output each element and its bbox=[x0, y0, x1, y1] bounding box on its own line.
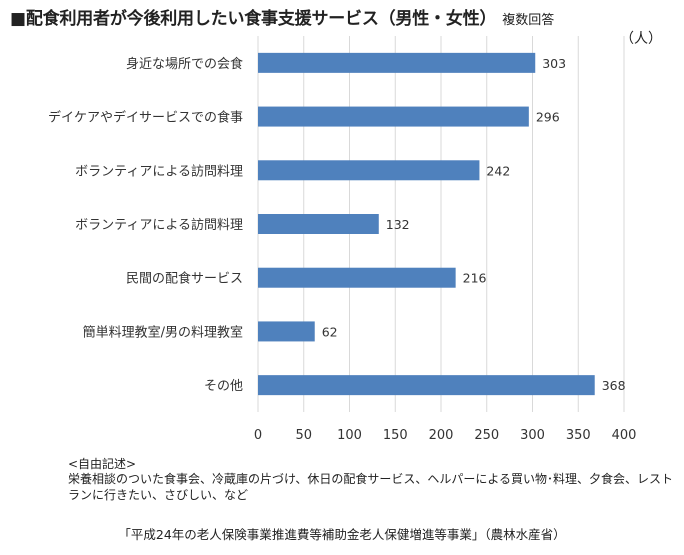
unit-label: （人） bbox=[620, 31, 662, 47]
chart-title: ■配食利用者が今後利用したい食事支援サービス（男性・女性） bbox=[10, 9, 497, 29]
data-label: 303 bbox=[542, 56, 566, 71]
data-label: 132 bbox=[386, 217, 410, 232]
x-tick-label: 150 bbox=[383, 428, 408, 443]
data-label: 368 bbox=[602, 378, 626, 393]
source-note: 「平成24年の老人保険事業推進費等補助金老人保健増進等事業」（農林水産省） bbox=[118, 527, 566, 542]
data-label: 62 bbox=[322, 324, 338, 339]
category-label: 民間の配食サービス bbox=[126, 271, 243, 287]
x-tick-label: 400 bbox=[612, 428, 637, 443]
data-label: 242 bbox=[486, 163, 510, 178]
bar bbox=[258, 267, 456, 288]
x-tick-label: 50 bbox=[295, 428, 312, 443]
x-tick-label: 0 bbox=[254, 428, 262, 443]
x-tick-label: 250 bbox=[474, 428, 499, 443]
chart-title-row: ■配食利用者が今後利用したい食事支援サービス（男性・女性） 複数回答 bbox=[10, 4, 554, 32]
bar bbox=[258, 321, 315, 342]
category-label: ボランティアによる訪問料理 bbox=[75, 217, 243, 233]
bar bbox=[258, 214, 379, 234]
free-text-heading: <自由記述> bbox=[68, 457, 137, 471]
x-tick-label: 200 bbox=[429, 428, 454, 443]
x-tick-label: 300 bbox=[520, 428, 545, 443]
bar-chart: 0 50 100 150 200 250 300 350 400 身近な場所での会食 303 デイケア… bbox=[48, 36, 637, 443]
category-label: ボランティアによる訪問料理 bbox=[75, 163, 243, 179]
x-tick-label: 100 bbox=[337, 428, 362, 443]
free-text-body: 栄養相談のついた食事会、冷蔵庫の片づけ、休日の配食サービス、ヘルパーによる買い物… bbox=[68, 472, 674, 502]
category-label: デイケアやデイサービスでの食事 bbox=[48, 110, 243, 126]
data-label: 216 bbox=[463, 271, 487, 286]
category-label: 簡単料理教室/男の料理教室 bbox=[83, 324, 243, 340]
data-label: 296 bbox=[536, 110, 560, 125]
bar bbox=[258, 52, 536, 73]
bar bbox=[258, 375, 595, 396]
category-label: 身近な場所での会食 bbox=[126, 56, 243, 72]
category-label: その他 bbox=[204, 379, 243, 394]
chart-title-note: 複数回答 bbox=[502, 13, 555, 28]
bar bbox=[258, 160, 480, 181]
x-tick-label: 350 bbox=[566, 428, 591, 443]
bar bbox=[258, 106, 529, 127]
